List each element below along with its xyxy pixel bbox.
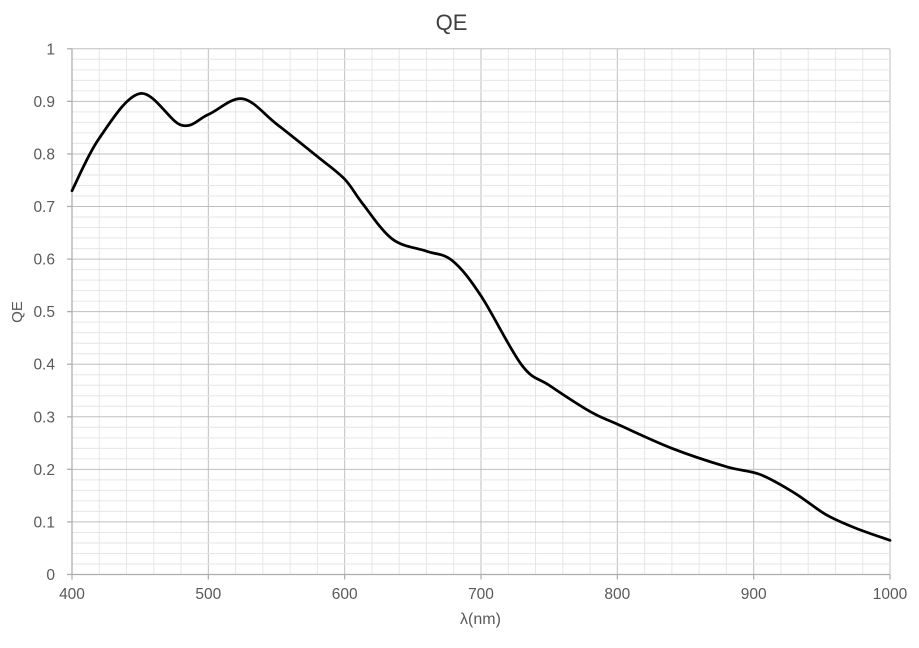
svg-text:0.8: 0.8 — [33, 146, 55, 163]
svg-text:800: 800 — [604, 586, 630, 603]
svg-text:400: 400 — [59, 586, 85, 603]
svg-text:0.4: 0.4 — [33, 357, 55, 374]
svg-text:0: 0 — [46, 567, 55, 584]
svg-text:0.1: 0.1 — [33, 514, 55, 531]
svg-text:0.5: 0.5 — [33, 304, 55, 321]
svg-text:0.2: 0.2 — [33, 462, 55, 479]
svg-text:600: 600 — [332, 586, 358, 603]
svg-text:0.9: 0.9 — [33, 94, 55, 111]
svg-text:1: 1 — [46, 41, 55, 58]
svg-text:700: 700 — [468, 586, 494, 603]
svg-text:500: 500 — [195, 586, 221, 603]
svg-text:0.3: 0.3 — [33, 409, 55, 426]
svg-text:0.6: 0.6 — [33, 252, 55, 269]
svg-text:0.7: 0.7 — [33, 199, 55, 216]
svg-text:1000: 1000 — [873, 586, 908, 603]
svg-text:900: 900 — [741, 586, 767, 603]
